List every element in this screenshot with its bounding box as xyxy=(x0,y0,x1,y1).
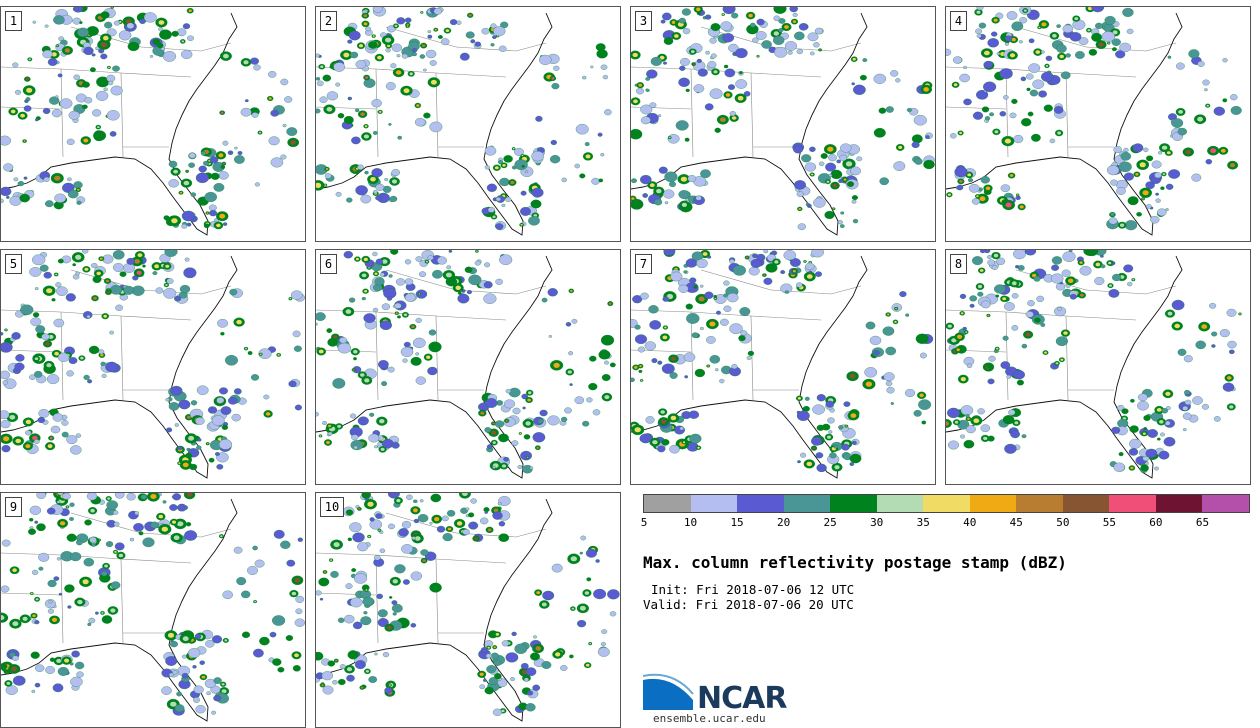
colorbar-segment xyxy=(1109,495,1156,512)
colorbar-segment xyxy=(1062,495,1110,512)
colorbar-tick-label: 45 xyxy=(1009,516,1023,529)
member-label: 8 xyxy=(950,254,967,274)
stamp-panel-4: 4 xyxy=(945,6,1251,242)
member-label: 7 xyxy=(635,254,652,274)
init-time: Init: Fri 2018-07-06 12 UTC xyxy=(651,582,855,597)
member-label: 9 xyxy=(5,497,22,517)
ncar-logo-icon xyxy=(643,673,694,710)
plot-title: Max. column reflectivity postage stamp (… xyxy=(643,553,1067,572)
stamp-panel-9: 9 xyxy=(0,492,306,728)
reflectivity-map xyxy=(1,7,300,236)
colorbar-tick-label: 50 xyxy=(1056,516,1070,529)
stamp-panel-10: 10 xyxy=(315,492,621,728)
member-label: 6 xyxy=(320,254,337,274)
colorbar-segment xyxy=(783,495,831,512)
member-label: 2 xyxy=(320,11,337,31)
member-label: 3 xyxy=(635,11,652,31)
colorbar-tick-label: 5 xyxy=(640,516,648,529)
reflectivity-map xyxy=(1,250,305,479)
colorbar-segment xyxy=(830,495,877,512)
colorbar-tick-label: 30 xyxy=(870,516,884,529)
member-label: 5 xyxy=(5,254,22,274)
reflectivity-map xyxy=(946,7,1242,236)
colorbar-tick-label: 60 xyxy=(1149,516,1163,529)
colorbar-tick-label: 15 xyxy=(730,516,744,529)
colorbar-tick-label: 20 xyxy=(776,516,791,529)
logo-url: ensemble.ucar.edu xyxy=(653,712,766,725)
stamp-panel-1: 1 xyxy=(0,6,306,242)
reflectivity-map xyxy=(631,7,935,236)
member-label: 1 xyxy=(5,11,22,31)
colorbar-segment xyxy=(644,495,691,512)
stamp-panel-7: 7 xyxy=(630,249,936,485)
colorbar-tick-label: 25 xyxy=(823,516,837,529)
colorbar-segment xyxy=(1155,495,1203,512)
colorbar-tick-label: 55 xyxy=(1102,516,1116,529)
colorbar-tick-label: 35 xyxy=(916,516,930,529)
reflectivity-map xyxy=(946,250,1242,479)
reflectivity-map xyxy=(631,250,934,479)
colorbar-segment xyxy=(1016,495,1063,512)
reflectivity-map xyxy=(316,493,620,722)
stamp-panel-5: 5 xyxy=(0,249,306,485)
colorbar-segment xyxy=(690,495,738,512)
colorbar-tick-label: 65 xyxy=(1195,516,1210,529)
reflectivity-map xyxy=(1,493,305,722)
colorbar-tick-label: 10 xyxy=(683,516,698,529)
stamp-panel-6: 6 xyxy=(315,249,621,485)
colorbar-segment xyxy=(876,495,924,512)
valid-time: Valid: Fri 2018-07-06 20 UTC xyxy=(643,597,854,612)
colorbar-segment xyxy=(923,495,970,512)
colorbar-segment xyxy=(737,495,784,512)
colorbar-segment xyxy=(1202,495,1249,512)
stamp-panel-3: 3 xyxy=(630,6,936,242)
member-label: 4 xyxy=(950,11,967,31)
colorbar xyxy=(643,494,1250,513)
colorbar-segment xyxy=(969,495,1017,512)
logo-name: NCAR xyxy=(697,681,787,716)
reflectivity-map xyxy=(316,250,616,479)
stamp-panel-8: 8 xyxy=(945,249,1251,485)
colorbar-tick-label: 40 xyxy=(963,516,977,529)
reflectivity-map xyxy=(316,7,612,236)
member-label: 10 xyxy=(320,497,344,517)
stamp-panel-2: 2 xyxy=(315,6,621,242)
